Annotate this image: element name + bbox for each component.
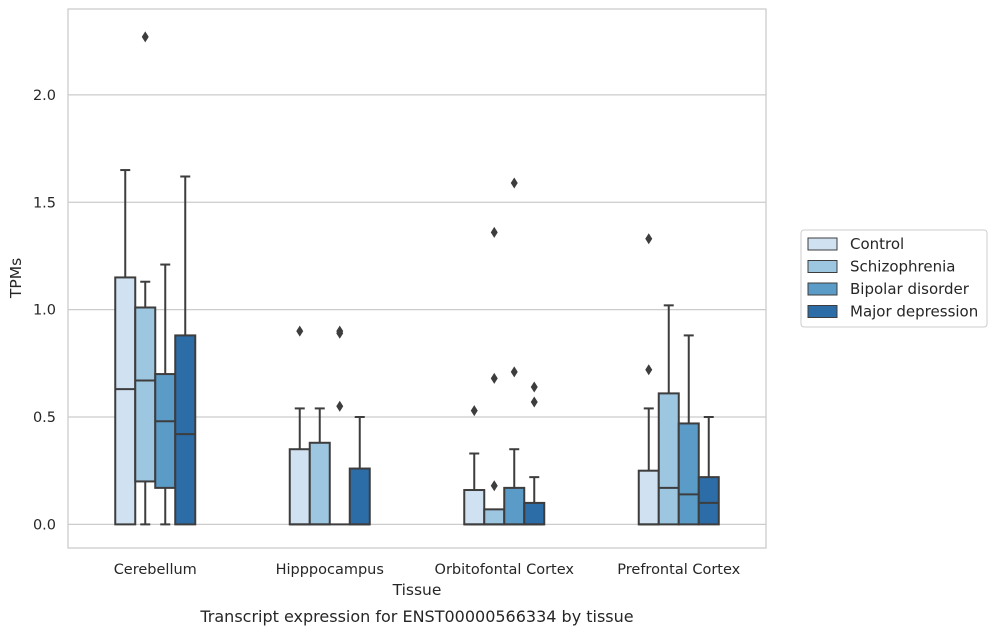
box-iqr xyxy=(154,373,177,489)
box-control xyxy=(637,233,660,526)
legend-swatch xyxy=(807,237,838,251)
legend-item: Schizophrenia xyxy=(807,258,955,276)
box-major-depression xyxy=(348,416,371,526)
box-control xyxy=(463,405,486,526)
outlier-point xyxy=(336,400,344,412)
outlier-point xyxy=(645,233,653,245)
x-tick-label: Orbitofontal Cortex xyxy=(435,562,575,578)
box-bipolar-disorder xyxy=(329,325,350,526)
legend-label: Control xyxy=(850,235,904,253)
box-iqr xyxy=(503,486,526,526)
box-schizophrenia xyxy=(657,304,680,526)
outlier-point xyxy=(490,226,498,238)
box-iqr xyxy=(308,441,331,526)
outlier-point xyxy=(510,177,518,189)
box-schizophrenia xyxy=(308,407,331,526)
box-major-depression xyxy=(523,381,546,526)
box-iqr xyxy=(697,476,720,526)
y-tick-label: 0.5 xyxy=(33,410,56,426)
legend-item: Major depression xyxy=(807,303,978,321)
x-tick-label: Prefrontal Cortex xyxy=(617,562,740,578)
box-bipolar-disorder xyxy=(154,263,177,526)
box-iqr xyxy=(483,508,506,526)
outlier-point xyxy=(530,381,538,393)
chart-caption: Transcript expression for ENST0000056633… xyxy=(199,607,633,626)
box-bipolar-disorder xyxy=(677,334,700,526)
legend-item: Bipolar disorder xyxy=(807,280,970,298)
outlier-point xyxy=(490,480,498,492)
box-bipolar-disorder xyxy=(503,177,526,526)
x-tick-label: Hipppocampus xyxy=(276,562,384,578)
box-control xyxy=(114,169,137,526)
box-schizophrenia xyxy=(134,31,157,526)
box-iqr xyxy=(114,276,137,526)
y-tick-label: 0.0 xyxy=(33,517,56,533)
x-axis-label: Tissue xyxy=(392,581,442,599)
box-iqr xyxy=(657,392,680,526)
box-series xyxy=(114,31,720,526)
y-tick-label: 1.5 xyxy=(33,195,56,211)
legend-frame xyxy=(800,229,988,328)
legend-item: Control xyxy=(807,235,904,253)
y-tick-labels: 0.0 0.5 1.0 1.5 2.0 xyxy=(33,88,56,533)
box-schizophrenia xyxy=(483,226,506,526)
x-tick-labels: Cerebellum Hipppocampus Orbitofontal Corte… xyxy=(114,562,741,578)
box-iqr xyxy=(348,467,371,526)
outlier-point xyxy=(141,31,149,43)
box-iqr xyxy=(637,469,660,526)
outlier-point xyxy=(470,405,478,417)
box-iqr xyxy=(134,306,157,483)
box-iqr xyxy=(523,501,546,526)
legend: Control Schizophrenia Bipolar disorder Majo… xyxy=(800,229,988,328)
outlier-point xyxy=(336,325,344,337)
legend-swatch xyxy=(807,260,838,273)
legend-swatch xyxy=(807,305,838,318)
outlier-point xyxy=(510,366,518,378)
box-iqr xyxy=(463,489,486,526)
box-iqr xyxy=(677,422,700,526)
legend-swatch xyxy=(807,282,838,296)
legend-label: Major depression xyxy=(850,303,978,321)
y-axis-label: TPMs xyxy=(7,258,25,299)
x-tick-label: Cerebellum xyxy=(114,562,197,578)
plot-frame xyxy=(67,8,767,549)
outlier-point xyxy=(645,364,653,376)
outlier-point xyxy=(490,372,498,384)
box-iqr xyxy=(288,448,311,526)
y-tick-label: 1.0 xyxy=(33,303,56,319)
box-major-depression xyxy=(174,175,197,526)
outlier-point xyxy=(296,325,304,337)
legend-label: Schizophrenia xyxy=(850,258,955,276)
legend-label: Bipolar disorder xyxy=(850,280,970,298)
box-control xyxy=(288,325,311,526)
box-major-depression xyxy=(697,416,720,526)
y-tick-label: 2.0 xyxy=(33,88,56,104)
box-iqr xyxy=(174,334,197,526)
outlier-point xyxy=(530,396,538,408)
